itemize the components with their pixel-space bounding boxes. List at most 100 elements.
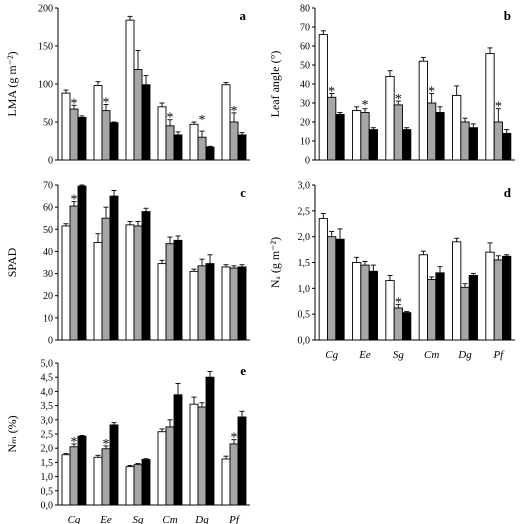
y-tick-label: 10: [43, 313, 53, 324]
bar: [318, 34, 328, 161]
y-tick-label: 1,5: [41, 458, 54, 469]
bar: [460, 121, 470, 161]
x-tick-label: Cm: [162, 514, 177, 524]
bar: [427, 279, 437, 341]
bar: [205, 376, 215, 506]
y-tick-label: 70: [43, 181, 53, 192]
bar: [93, 456, 103, 506]
y-tick-label: 4,5: [41, 373, 54, 384]
y-tick-label: 60: [300, 42, 310, 53]
x-tick-label: Sg: [393, 349, 405, 361]
bar: [402, 129, 412, 161]
bar: [368, 129, 378, 161]
panel-e: 0,0 0,5 1,0 1,5 2,0 2,5 3,0 3,5 4,0 4,5 5,0 Nₘ (%) e…: [5, 359, 250, 524]
bar: [327, 236, 337, 341]
panel-letter: d: [504, 185, 512, 200]
significance-star: *: [71, 193, 78, 208]
bar: [133, 225, 143, 341]
x-tick-label: Cg: [325, 349, 338, 361]
bar: [69, 205, 79, 341]
bar: [165, 426, 175, 506]
x-tick-label: Cg: [68, 514, 81, 524]
bar: [197, 406, 207, 506]
bar: [157, 263, 167, 341]
bar: [77, 435, 87, 506]
bar: [189, 123, 199, 161]
y-tick-label: 20: [43, 291, 53, 302]
panel-a: 0 50 100 150 200 LMA (g m⁻²) a * * * * *: [5, 4, 250, 167]
bar: [418, 254, 428, 341]
y-tick-label: 3,0: [298, 181, 311, 192]
bar: [393, 307, 403, 341]
significance-star: *: [328, 85, 335, 100]
y-tick-label: 2,5: [41, 430, 54, 441]
x-tick-label: Dg: [194, 514, 209, 524]
bar: [141, 459, 151, 506]
y-tick-label: 0,5: [298, 310, 311, 321]
y-axis-title: SPAD: [5, 247, 19, 277]
y-tick-label: 200: [38, 4, 53, 15]
bar: [69, 446, 79, 506]
y-tick-label: 0,0: [41, 501, 54, 512]
bar: [69, 108, 79, 161]
bar: [173, 239, 183, 341]
y-tick-label: 1,5: [298, 258, 311, 269]
bar: [101, 448, 111, 506]
y-tick-label: 5,0: [41, 359, 54, 370]
bar: [101, 110, 111, 161]
bar: [61, 454, 71, 506]
significance-star: *: [103, 96, 110, 111]
y-tick-label: 70: [300, 23, 310, 34]
bar: [435, 272, 445, 341]
y-tick-label: 2,0: [298, 232, 311, 243]
panel-d: 0,0 0,5 1,0 1,5 2,0 2,5 3,0 Nₐ (g m⁻²) d Cg Ee * Sg C…: [268, 181, 515, 361]
bar: [125, 466, 135, 506]
y-tick-label: 2,0: [41, 444, 54, 455]
x-tick-label: Cm: [424, 349, 439, 361]
significance-star: *: [167, 111, 174, 126]
bar: [335, 113, 345, 161]
bar: [205, 263, 215, 341]
y-tick-label: 0: [305, 156, 310, 167]
y-axis-title: Nₐ (g m⁻²): [268, 237, 282, 288]
y-tick-label: 3,5: [41, 401, 54, 412]
y-tick-label: 150: [38, 42, 53, 53]
y-tick-label: 0: [48, 156, 53, 167]
bar: [165, 243, 175, 341]
y-tick-label: 20: [300, 118, 310, 129]
y-tick-label: 30: [300, 99, 310, 110]
y-tick-label: 10: [300, 137, 310, 148]
y-tick-label: 1,0: [298, 284, 311, 295]
y-tick-label: 80: [300, 4, 310, 15]
bar: [125, 224, 135, 341]
significance-star: *: [199, 113, 206, 128]
y-tick-label: 0,5: [41, 486, 54, 497]
panel-letter: c: [240, 185, 246, 200]
y-tick-label: 0,0: [298, 336, 311, 347]
bar: [485, 53, 495, 161]
bar: [157, 431, 167, 506]
bar: [77, 116, 87, 161]
bar: [229, 443, 239, 506]
bar: [141, 211, 151, 341]
bar: [468, 127, 478, 161]
x-tick-label: Pf: [492, 349, 505, 361]
panel-b: 0 10 20 30 40 50 60 70 80 Leaf angle (°) b * * * * *: [268, 4, 515, 167]
bar: [109, 122, 119, 161]
y-tick-label: 40: [43, 247, 53, 258]
bar: [197, 136, 207, 161]
x-tick-label: Ee: [99, 514, 112, 524]
bar: [335, 238, 345, 341]
significance-star: *: [362, 98, 369, 113]
bar: [165, 125, 175, 161]
bar: [229, 121, 239, 161]
bar: [427, 102, 437, 161]
y-tick-label: 50: [43, 118, 53, 129]
bar: [229, 267, 239, 341]
bar: [360, 112, 370, 161]
y-axis-title: LMA (g m⁻²): [5, 51, 19, 116]
significance-star: *: [71, 435, 78, 450]
x-tick-label: Sg: [133, 514, 145, 524]
significance-star: *: [103, 437, 110, 452]
